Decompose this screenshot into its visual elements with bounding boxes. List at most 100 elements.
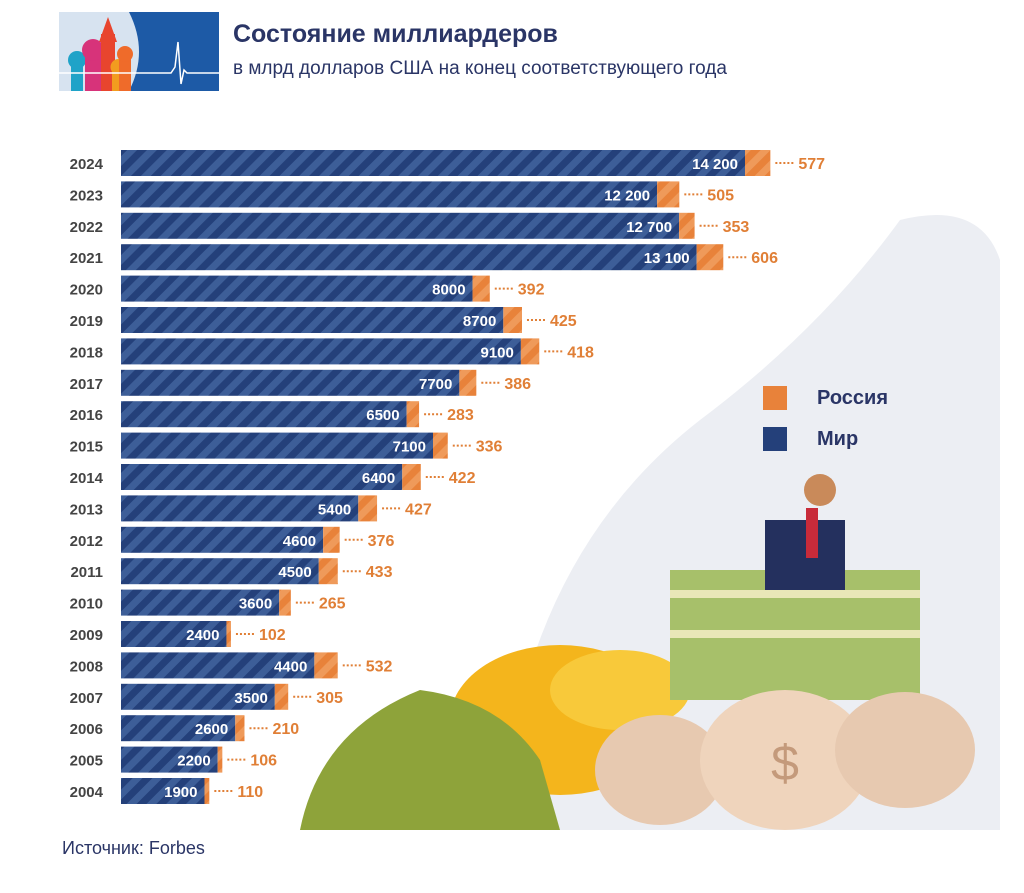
russia-value-label: 376 (368, 533, 395, 550)
year-label: 2017 (70, 376, 103, 393)
world-value-label: 12 200 (604, 187, 650, 204)
year-label: 2010 (70, 596, 103, 613)
year-label: 2013 (70, 501, 103, 518)
year-label: 2021 (70, 250, 103, 267)
bar-world (121, 558, 319, 585)
year-label: 2011 (70, 564, 103, 581)
world-value-label: 1900 (164, 784, 197, 801)
bar-russia (323, 526, 340, 553)
russia-value-label: 505 (707, 187, 734, 204)
russia-value-label: 110 (237, 784, 263, 801)
source-note: Источник: Forbes (62, 838, 205, 858)
year-label: 2022 (70, 219, 103, 236)
year-label: 2015 (70, 439, 103, 456)
world-value-label: 8000 (432, 282, 465, 299)
year-label: 2006 (70, 721, 103, 738)
year-label: 2009 (70, 627, 103, 644)
russia-value-label: 577 (798, 156, 825, 173)
russia-value-label: 427 (405, 501, 432, 518)
year-label: 2024 (70, 156, 104, 173)
world-value-label: 6500 (366, 407, 399, 424)
russia-value-label: 422 (449, 470, 476, 487)
bar-russia (217, 746, 223, 773)
russia-value-label: 265 (319, 596, 346, 613)
bar-world (121, 746, 218, 773)
russia-value-label: 532 (366, 658, 393, 675)
russia-value-label: 305 (316, 690, 343, 707)
russia-value-label: 353 (723, 219, 750, 236)
world-value-label: 14 200 (692, 156, 738, 173)
legend-label-russia: Россия (817, 386, 889, 409)
world-value-label: 7700 (419, 376, 452, 393)
year-label: 2012 (70, 533, 103, 550)
bar-russia (318, 558, 338, 585)
world-value-label: 3500 (234, 690, 267, 707)
legend-label-world: Мир (817, 427, 859, 450)
legend: Россия Мир (763, 385, 888, 467)
world-value-label: 2200 (177, 753, 210, 770)
world-value-label: 4600 (283, 533, 316, 550)
bar-russia (657, 181, 680, 208)
world-value-label: 4500 (278, 564, 311, 581)
world-value-label: 7100 (393, 439, 426, 456)
world-value-label: 13 100 (644, 250, 690, 267)
bar-russia (226, 621, 231, 647)
russia-value-label: 336 (476, 439, 503, 456)
year-label: 2016 (70, 407, 103, 424)
year-label: 2008 (70, 658, 103, 675)
bar-world (121, 369, 460, 396)
world-value-label: 6400 (362, 470, 395, 487)
legend-item-world: Мир (763, 426, 888, 452)
world-value-label: 4400 (274, 658, 307, 675)
year-label: 2004 (70, 784, 104, 801)
russia-value-label: 606 (751, 250, 778, 267)
chart-title: Состояние миллиардеров (233, 20, 558, 48)
bar-world (121, 181, 658, 208)
world-value-label: 5400 (318, 501, 351, 518)
bar-russia (358, 495, 378, 522)
year-label: 2020 (70, 282, 103, 299)
russia-value-label: 425 (550, 313, 577, 330)
russia-value-label: 283 (447, 407, 474, 424)
year-label: 2014 (70, 470, 104, 487)
bar-russia (472, 275, 490, 302)
bar-world (121, 432, 433, 459)
bar-russia (679, 212, 695, 239)
bar-russia (274, 683, 289, 710)
bar-world (121, 244, 697, 271)
bar-russia (459, 369, 477, 396)
logo (59, 12, 219, 91)
bar-world (121, 150, 745, 176)
bar-world (121, 212, 680, 239)
year-label: 2018 (70, 344, 103, 361)
bar-russia (433, 432, 448, 459)
chart-subtitle: в млрд долларов США на конец соответству… (233, 58, 727, 79)
svg-text:$: $ (771, 735, 799, 791)
world-value-label: 2400 (186, 627, 219, 644)
bar-world (121, 338, 521, 365)
year-label: 2019 (70, 313, 103, 330)
bar-world (121, 589, 280, 616)
bar-russia (503, 307, 522, 333)
bar-world (121, 778, 205, 804)
bar-russia (696, 244, 724, 271)
bar-world (121, 621, 227, 647)
year-label: 2007 (70, 690, 103, 707)
world-value-label: 3600 (239, 596, 272, 613)
russia-value-label: 106 (250, 753, 277, 770)
legend-swatch-world (763, 427, 787, 451)
bar-russia (745, 150, 771, 176)
year-label: 2023 (70, 187, 103, 204)
russia-value-label: 102 (259, 627, 286, 644)
bar-world (121, 464, 403, 490)
russia-value-label: 418 (567, 344, 594, 361)
bar-world (121, 307, 504, 333)
bar-russia (520, 338, 540, 365)
world-value-label: 8700 (463, 313, 496, 330)
bar-russia (235, 715, 245, 742)
illustration: $ (300, 215, 1000, 830)
bar-russia (204, 778, 210, 804)
bar-russia (314, 652, 338, 679)
bar-world (121, 526, 324, 553)
